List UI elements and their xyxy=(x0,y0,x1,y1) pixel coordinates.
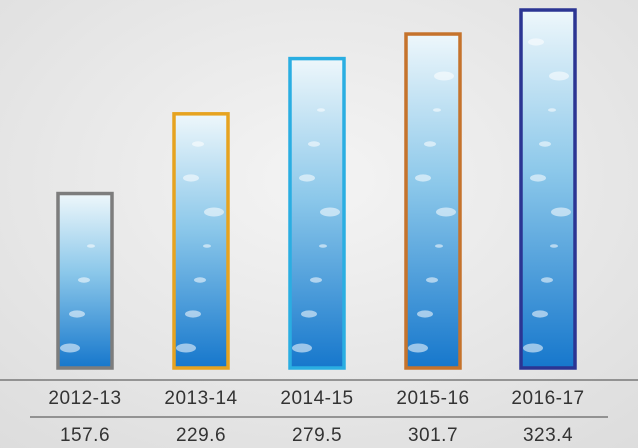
bubble xyxy=(204,207,224,217)
bar xyxy=(519,8,577,370)
bubble xyxy=(60,343,80,353)
bubble xyxy=(539,141,551,147)
bubble xyxy=(183,174,199,182)
bubble xyxy=(415,174,431,182)
bubble xyxy=(551,207,571,217)
bar xyxy=(404,32,462,370)
bubble xyxy=(301,310,317,318)
category-label: 2015-16 xyxy=(396,388,469,409)
bubble xyxy=(185,310,201,318)
bubble xyxy=(530,174,546,182)
bubble xyxy=(417,310,433,318)
category-label: 2012-13 xyxy=(48,388,121,409)
bubble xyxy=(433,108,441,112)
bubble xyxy=(550,244,558,248)
bubble xyxy=(435,244,443,248)
bubble xyxy=(541,277,553,283)
bubble xyxy=(548,108,556,112)
bubble xyxy=(549,71,569,81)
bubble xyxy=(436,207,456,217)
bubble xyxy=(292,343,312,353)
bubble xyxy=(194,277,206,283)
bubble xyxy=(408,343,428,353)
value-label: 279.5 xyxy=(292,425,342,446)
bubble xyxy=(434,71,454,81)
category-label: 2016-17 xyxy=(511,388,584,409)
bubble xyxy=(523,343,543,353)
bar xyxy=(172,112,230,370)
bubble xyxy=(78,277,90,283)
value-label: 323.4 xyxy=(523,425,573,446)
bubble xyxy=(310,277,322,283)
bubble xyxy=(192,141,204,147)
bubble xyxy=(87,244,95,248)
bubble xyxy=(319,244,327,248)
bubble xyxy=(532,310,548,318)
bubble xyxy=(308,141,320,147)
value-label: 157.6 xyxy=(60,425,110,446)
bubble xyxy=(299,174,315,182)
value-label: 301.7 xyxy=(408,425,458,446)
bubble xyxy=(69,310,85,318)
bubble xyxy=(203,244,211,248)
bubble xyxy=(424,141,436,147)
bubble xyxy=(320,207,340,217)
value-label: 229.6 xyxy=(176,425,226,446)
bubble xyxy=(426,277,438,283)
bubble xyxy=(317,108,325,112)
bubble xyxy=(528,38,544,46)
category-label: 2013-14 xyxy=(164,388,237,409)
bubble xyxy=(176,343,196,353)
category-label: 2014-15 xyxy=(280,388,353,409)
